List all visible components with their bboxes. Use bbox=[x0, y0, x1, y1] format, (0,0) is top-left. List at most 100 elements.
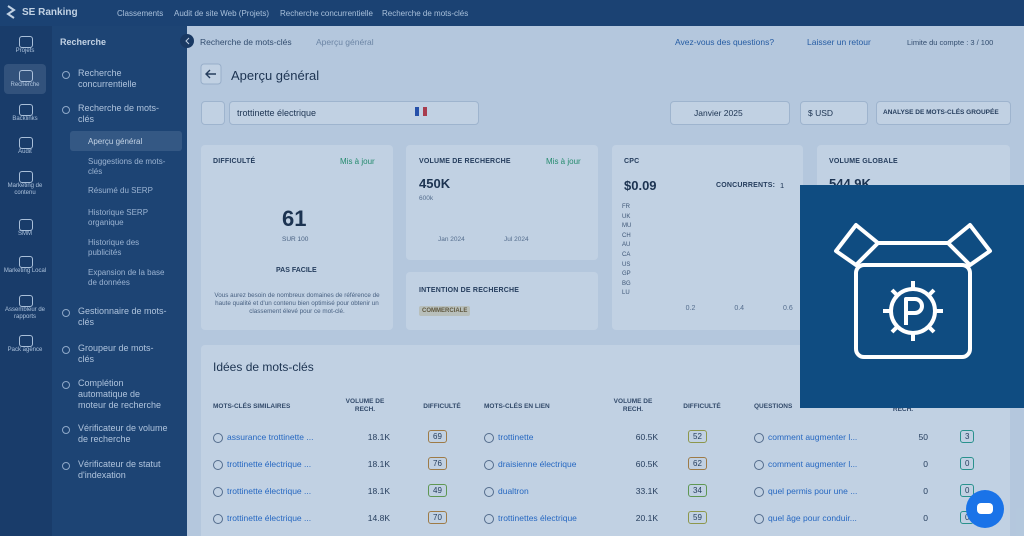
help-link[interactable]: Avez-vous des questions? bbox=[675, 37, 775, 47]
global-title: VOLUME GLOBALE bbox=[829, 158, 898, 165]
search-volume: 18.1K bbox=[367, 432, 390, 442]
submenu-item[interactable]: Suggestions de mots-clés bbox=[88, 157, 166, 176]
keyword-link[interactable]: dualtron bbox=[498, 486, 529, 496]
menu-icon bbox=[62, 462, 70, 470]
add-keyword-icon[interactable] bbox=[484, 433, 494, 443]
column-header: DIFFICULTÉ bbox=[683, 403, 721, 410]
keyword-link[interactable]: trottinette électrique ... bbox=[227, 513, 312, 523]
category-label: LU bbox=[622, 290, 630, 297]
breadcrumb-current: Aperçu général bbox=[316, 37, 374, 47]
volume-status: Mis à jour bbox=[546, 157, 581, 166]
column-header: MOTS-CLÉS SIMILAIRES bbox=[213, 403, 291, 410]
search-query: trottinette électrique bbox=[237, 108, 317, 118]
keyword-link[interactable]: assurance trottinette ... bbox=[227, 432, 314, 442]
column-header: QUESTIONS bbox=[754, 403, 793, 410]
menu-item[interactable]: Recherche de mots-clés bbox=[78, 103, 160, 124]
rail-label[interactable]: Recherche bbox=[10, 82, 40, 88]
icon-rail bbox=[0, 26, 52, 536]
rail-label[interactable]: Marketing Local bbox=[3, 268, 47, 274]
rail-icon[interactable] bbox=[19, 70, 33, 82]
rail-label[interactable]: Backlinks bbox=[12, 116, 38, 122]
flag[interactable] bbox=[415, 107, 427, 116]
add-keyword-icon[interactable] bbox=[484, 487, 494, 497]
rail-active bbox=[4, 64, 46, 94]
add-keyword-icon[interactable] bbox=[754, 433, 764, 443]
menu-item[interactable]: Recherche concurrentielle bbox=[78, 68, 137, 89]
nav-link[interactable]: Recherche concurrentielle bbox=[280, 9, 373, 18]
submenu-item[interactable]: Résumé du SERP bbox=[88, 186, 153, 195]
rail-icon[interactable] bbox=[19, 295, 33, 307]
rail-label[interactable]: Assembleur de rapports bbox=[4, 307, 46, 320]
collapse-button[interactable] bbox=[180, 34, 194, 48]
rail-label[interactable]: Marketing de contenu bbox=[7, 183, 43, 196]
logo bbox=[6, 5, 16, 19]
rail-label[interactable]: Projets bbox=[15, 48, 35, 54]
search-volume: 60.5K bbox=[635, 459, 658, 469]
keyword-link[interactable]: quel permis pour une ... bbox=[768, 486, 858, 496]
add-keyword-icon[interactable] bbox=[213, 514, 223, 524]
keyword-link[interactable]: trottinette électrique ... bbox=[227, 486, 312, 496]
submenu-item[interactable]: Aperçu général bbox=[88, 137, 143, 146]
column-header: VOLUME DE RECH. bbox=[345, 398, 385, 413]
rail-icon[interactable] bbox=[19, 335, 33, 347]
menu-item[interactable]: Gestionnaire de mots-clés bbox=[78, 306, 167, 327]
rail-icon[interactable] bbox=[19, 219, 33, 231]
difficulty-badge: 0 bbox=[960, 457, 975, 470]
date-select[interactable] bbox=[670, 101, 790, 125]
breadcrumb[interactable]: Recherche de mots-clés bbox=[200, 37, 292, 47]
add-keyword-icon[interactable] bbox=[754, 487, 764, 497]
add-keyword-icon[interactable] bbox=[484, 460, 494, 470]
rail-icon[interactable] bbox=[19, 36, 33, 48]
keyword-link[interactable]: trottinette bbox=[498, 432, 534, 442]
rail-icon[interactable] bbox=[19, 256, 33, 268]
add-button[interactable] bbox=[201, 101, 225, 125]
intent-tag: COMMERCIALE bbox=[419, 306, 471, 316]
difficulty-badge: 0 bbox=[960, 484, 975, 497]
rail-icon[interactable] bbox=[19, 137, 33, 149]
rail-icon[interactable] bbox=[19, 104, 33, 116]
currency-select[interactable] bbox=[800, 101, 868, 125]
menu-item[interactable]: Vérificateur de volume de recherche bbox=[78, 423, 168, 444]
keyword-link[interactable]: trottinette électrique ... bbox=[227, 459, 312, 469]
difficulty-verdict: PAS FACILE bbox=[276, 267, 317, 274]
keyword-link[interactable]: draisienne électrique bbox=[498, 459, 577, 469]
submenu-item[interactable]: Expansion de la base de données bbox=[88, 268, 165, 287]
category-label: FR bbox=[622, 204, 630, 210]
bulk-button[interactable] bbox=[876, 101, 1011, 125]
search-volume: 33.1K bbox=[635, 486, 658, 496]
rail-label[interactable]: SMM bbox=[18, 231, 32, 237]
menu-item[interactable]: Vérificateur de statut d'indexation bbox=[78, 459, 161, 480]
keyword-link[interactable]: quel âge pour conduir... bbox=[768, 513, 857, 523]
add-keyword-icon[interactable] bbox=[754, 514, 764, 524]
volume-card bbox=[406, 145, 598, 260]
submenu-item[interactable]: Historique SERP organique bbox=[88, 208, 148, 227]
promo-tile bbox=[800, 185, 1024, 408]
search-volume: 0 bbox=[923, 459, 928, 469]
add-keyword-icon[interactable] bbox=[754, 460, 764, 470]
category-label: CA bbox=[622, 252, 631, 258]
add-keyword-icon[interactable] bbox=[484, 514, 494, 524]
nav-link[interactable]: Recherche de mots-clés bbox=[382, 9, 469, 18]
menu-icon bbox=[62, 71, 70, 79]
keyword-link[interactable]: comment augmenter l... bbox=[768, 432, 858, 442]
search-volume: 18.1K bbox=[367, 486, 390, 496]
feedback-link[interactable]: Laisser un retour bbox=[807, 37, 871, 47]
add-keyword-icon[interactable] bbox=[213, 460, 223, 470]
search-input[interactable] bbox=[229, 101, 479, 125]
add-keyword-icon[interactable] bbox=[213, 487, 223, 497]
search-volume: 0 bbox=[923, 513, 928, 523]
keyword-link[interactable]: comment augmenter l... bbox=[768, 459, 858, 469]
menu-item[interactable]: Groupeur de mots-clés bbox=[78, 343, 154, 364]
rail-label[interactable]: Audit bbox=[18, 149, 32, 155]
nav-link[interactable]: Classements bbox=[117, 9, 164, 18]
submenu-item[interactable]: Historique des publicités bbox=[88, 238, 140, 257]
rail-label[interactable]: Pack agence bbox=[7, 347, 43, 353]
keyword-link[interactable]: trottinettes électrique bbox=[498, 513, 577, 523]
menu-item[interactable]: Complétion automatique de moteur de rech… bbox=[78, 378, 162, 410]
bulk-label: ANALYSE DE MOTS-CLÉS GROUPÉE bbox=[883, 109, 999, 116]
rail-icon[interactable] bbox=[19, 171, 33, 183]
nav-link[interactable]: Audit de site Web (Projets) bbox=[174, 9, 270, 18]
add-keyword-icon[interactable] bbox=[213, 433, 223, 443]
volume-value: 450K bbox=[419, 176, 451, 191]
